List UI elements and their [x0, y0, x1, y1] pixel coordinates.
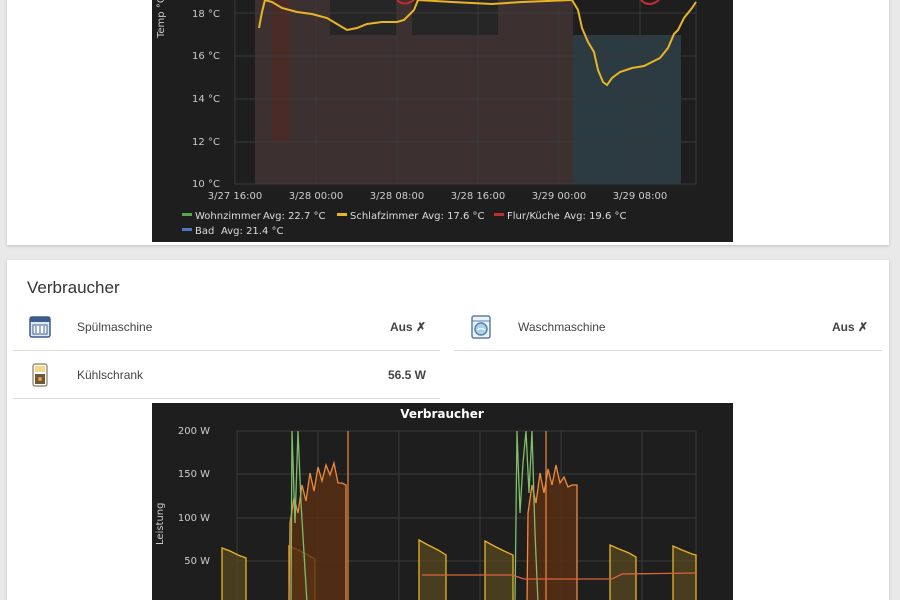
legend-swatch: [494, 213, 504, 216]
grid: [234, 0, 697, 185]
verbraucher-card: Verbraucher Spülmaschine Aus ✗ Wa: [7, 260, 889, 600]
legend-name: Wohnzimmer: [195, 211, 262, 222]
device-row-spuelmaschine[interactable]: Spülmaschine Aus ✗: [13, 304, 440, 351]
ytick-label: 50 W: [184, 556, 210, 567]
temperature-chart-svg: 10 °C 12 °C 14 °C 16 °C 18 °C Temp °C 3/…: [156, 0, 697, 237]
device-label: Waschmaschine: [518, 320, 606, 334]
y-axis-label: Leistung: [155, 503, 166, 545]
device-power: 56.5 W: [387, 368, 426, 382]
xtick-label: 3/29 08:00: [613, 191, 667, 202]
xtick-label: 3/27 16:00: [208, 191, 262, 202]
ytick-label: 16 °C: [192, 51, 220, 62]
chart-title: Verbraucher: [400, 407, 484, 421]
device-label: Kühlschrank: [77, 368, 144, 382]
legend-avg: Avg: 21.4 °C: [221, 226, 284, 237]
legend: Wohnzimmer Avg: 22.7 °C Schlafzimmer Avg…: [182, 211, 627, 237]
xtick-label: 3/29 00:00: [532, 191, 586, 202]
legend-swatch: [182, 228, 192, 231]
legend-avg: Avg: 22.7 °C: [263, 211, 326, 222]
ytick-label: 18 °C: [192, 9, 220, 20]
device-status: Aus ✗: [389, 320, 426, 334]
ytick-label: 14 °C: [192, 94, 220, 105]
temperature-card: 10 °C 12 °C 14 °C 16 °C 18 °C Temp °C 3/…: [7, 0, 889, 245]
legend-swatch: [337, 213, 347, 216]
fridge-icon: [27, 362, 53, 388]
verbraucher-chart-svg: Verbraucher 200 W 150 W 100 W 50 W Leist…: [155, 407, 697, 600]
band-bad: [573, 35, 681, 184]
band-dark-1: [330, 0, 397, 35]
ytick-label: 12 °C: [192, 137, 220, 148]
device-status: Aus ✗: [831, 320, 868, 334]
temperature-chart[interactable]: 10 °C 12 °C 14 °C 16 °C 18 °C Temp °C 3/…: [152, 0, 733, 242]
ytick-label: 200 W: [178, 426, 210, 437]
xtick-label: 3/28 16:00: [451, 191, 505, 202]
legend-avg: Avg: 19.6 °C: [564, 211, 627, 222]
device-row-kuehlschrank[interactable]: Kühlschrank 56.5 W: [13, 352, 440, 399]
series-spuelmaschine-line: [290, 430, 539, 600]
ytick-label: 10 °C: [192, 179, 220, 190]
band-dark-red: [272, 0, 289, 141]
xtick-label: 3/28 00:00: [289, 191, 343, 202]
series-schlafzimmer-line: [258, 0, 697, 87]
device-row-waschmaschine[interactable]: Waschmaschine Aus ✗: [454, 304, 882, 351]
washing-machine-icon: [468, 314, 494, 340]
series-flur-line-2: [640, 0, 660, 5]
ytick-label: 150 W: [178, 469, 210, 480]
device-label: Spülmaschine: [77, 320, 153, 334]
verbraucher-chart[interactable]: Verbraucher 200 W 150 W 100 W 50 W Leist…: [152, 403, 733, 600]
legend-name: Flur/Küche: [507, 211, 560, 222]
legend-name: Bad: [195, 226, 214, 237]
legend-name: Schlafzimmer: [350, 211, 419, 222]
dishwasher-icon: [27, 314, 53, 340]
xtick-label: 3/28 08:00: [370, 191, 424, 202]
legend-avg: Avg: 17.6 °C: [422, 211, 485, 222]
section-title: Verbraucher: [27, 278, 120, 297]
legend-swatch: [182, 213, 192, 216]
series-flur-line: [396, 0, 415, 5]
y-axis-label: Temp °C: [156, 0, 167, 39]
ytick-label: 100 W: [178, 513, 210, 524]
band-dark-2: [412, 0, 498, 35]
series-standby-line: [422, 572, 697, 580]
